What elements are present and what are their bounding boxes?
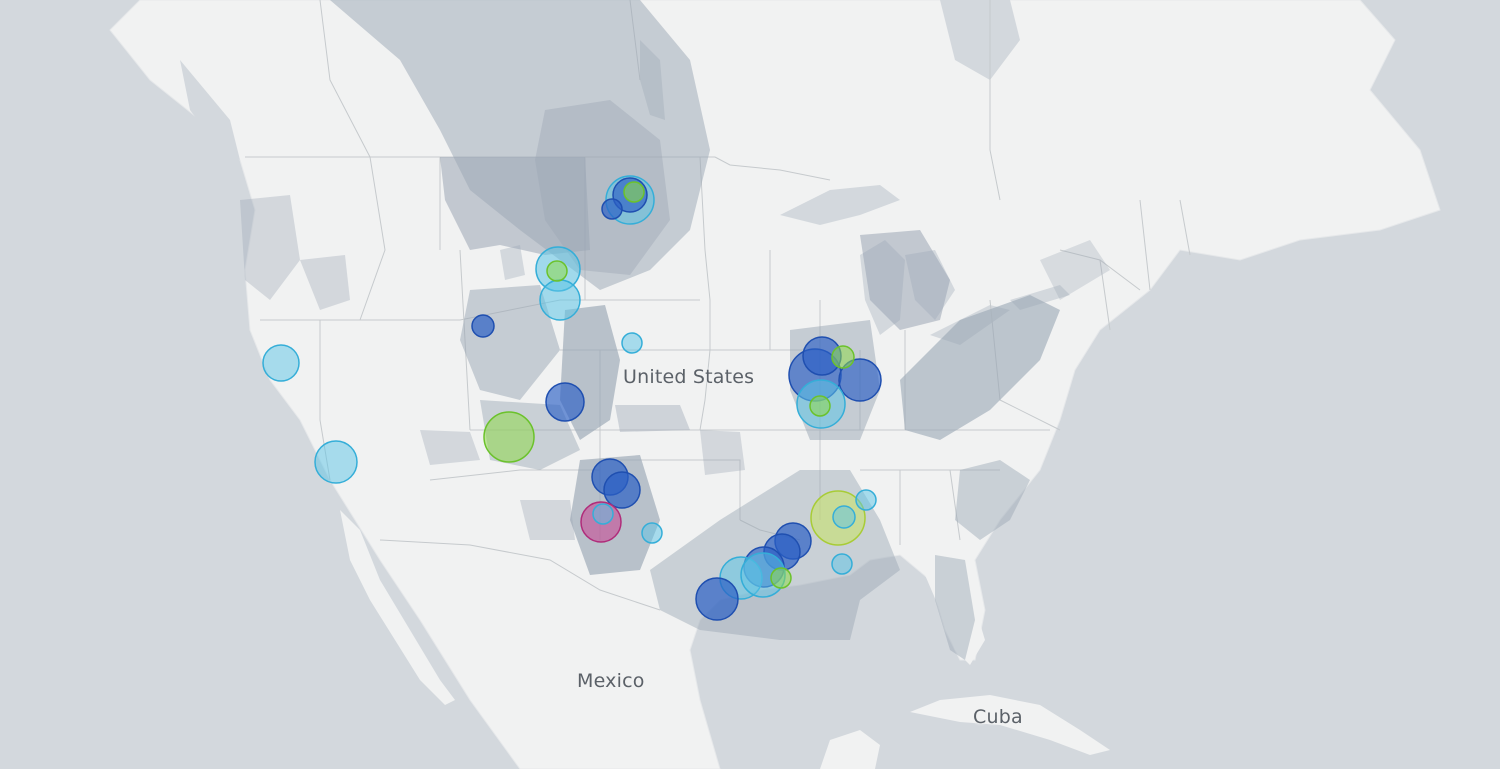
marker-green[interactable]: [831, 345, 855, 369]
marker-dark-blue[interactable]: [695, 577, 739, 621]
label-mexico: Mexico: [577, 670, 645, 692]
marker-dark-blue[interactable]: [838, 358, 882, 402]
marker-dark-blue[interactable]: [603, 471, 641, 509]
cuba-land: [910, 695, 1110, 755]
yucatan: [820, 730, 880, 769]
marker-light-blue[interactable]: [314, 440, 358, 484]
baja-california: [340, 510, 455, 705]
marker-green[interactable]: [809, 395, 831, 417]
marker-green[interactable]: [546, 260, 568, 282]
marker-dark-blue[interactable]: [471, 314, 495, 338]
hudson-bay: [940, 0, 1020, 80]
marker-green[interactable]: [623, 181, 645, 203]
label-cuba: Cuba: [973, 706, 1023, 728]
marker-dark-blue[interactable]: [545, 382, 585, 422]
marker-light-blue[interactable]: [621, 332, 643, 354]
marker-light-blue[interactable]: [832, 505, 856, 529]
marker-light-blue[interactable]: [641, 522, 663, 544]
florida: [900, 540, 985, 665]
marker-light-blue[interactable]: [592, 503, 614, 525]
well-markers[interactable]: [262, 175, 882, 621]
label-united-states: United States: [623, 366, 755, 388]
marker-light-blue[interactable]: [539, 279, 581, 321]
marker-green[interactable]: [483, 411, 535, 463]
great-salt-lake: [500, 245, 525, 280]
marker-light-blue[interactable]: [831, 553, 853, 575]
pacific-islands: [180, 60, 240, 160]
marker-green[interactable]: [770, 567, 792, 589]
marker-dark-blue[interactable]: [601, 198, 623, 220]
marker-light-blue[interactable]: [855, 489, 877, 511]
marker-light-blue[interactable]: [262, 344, 300, 382]
